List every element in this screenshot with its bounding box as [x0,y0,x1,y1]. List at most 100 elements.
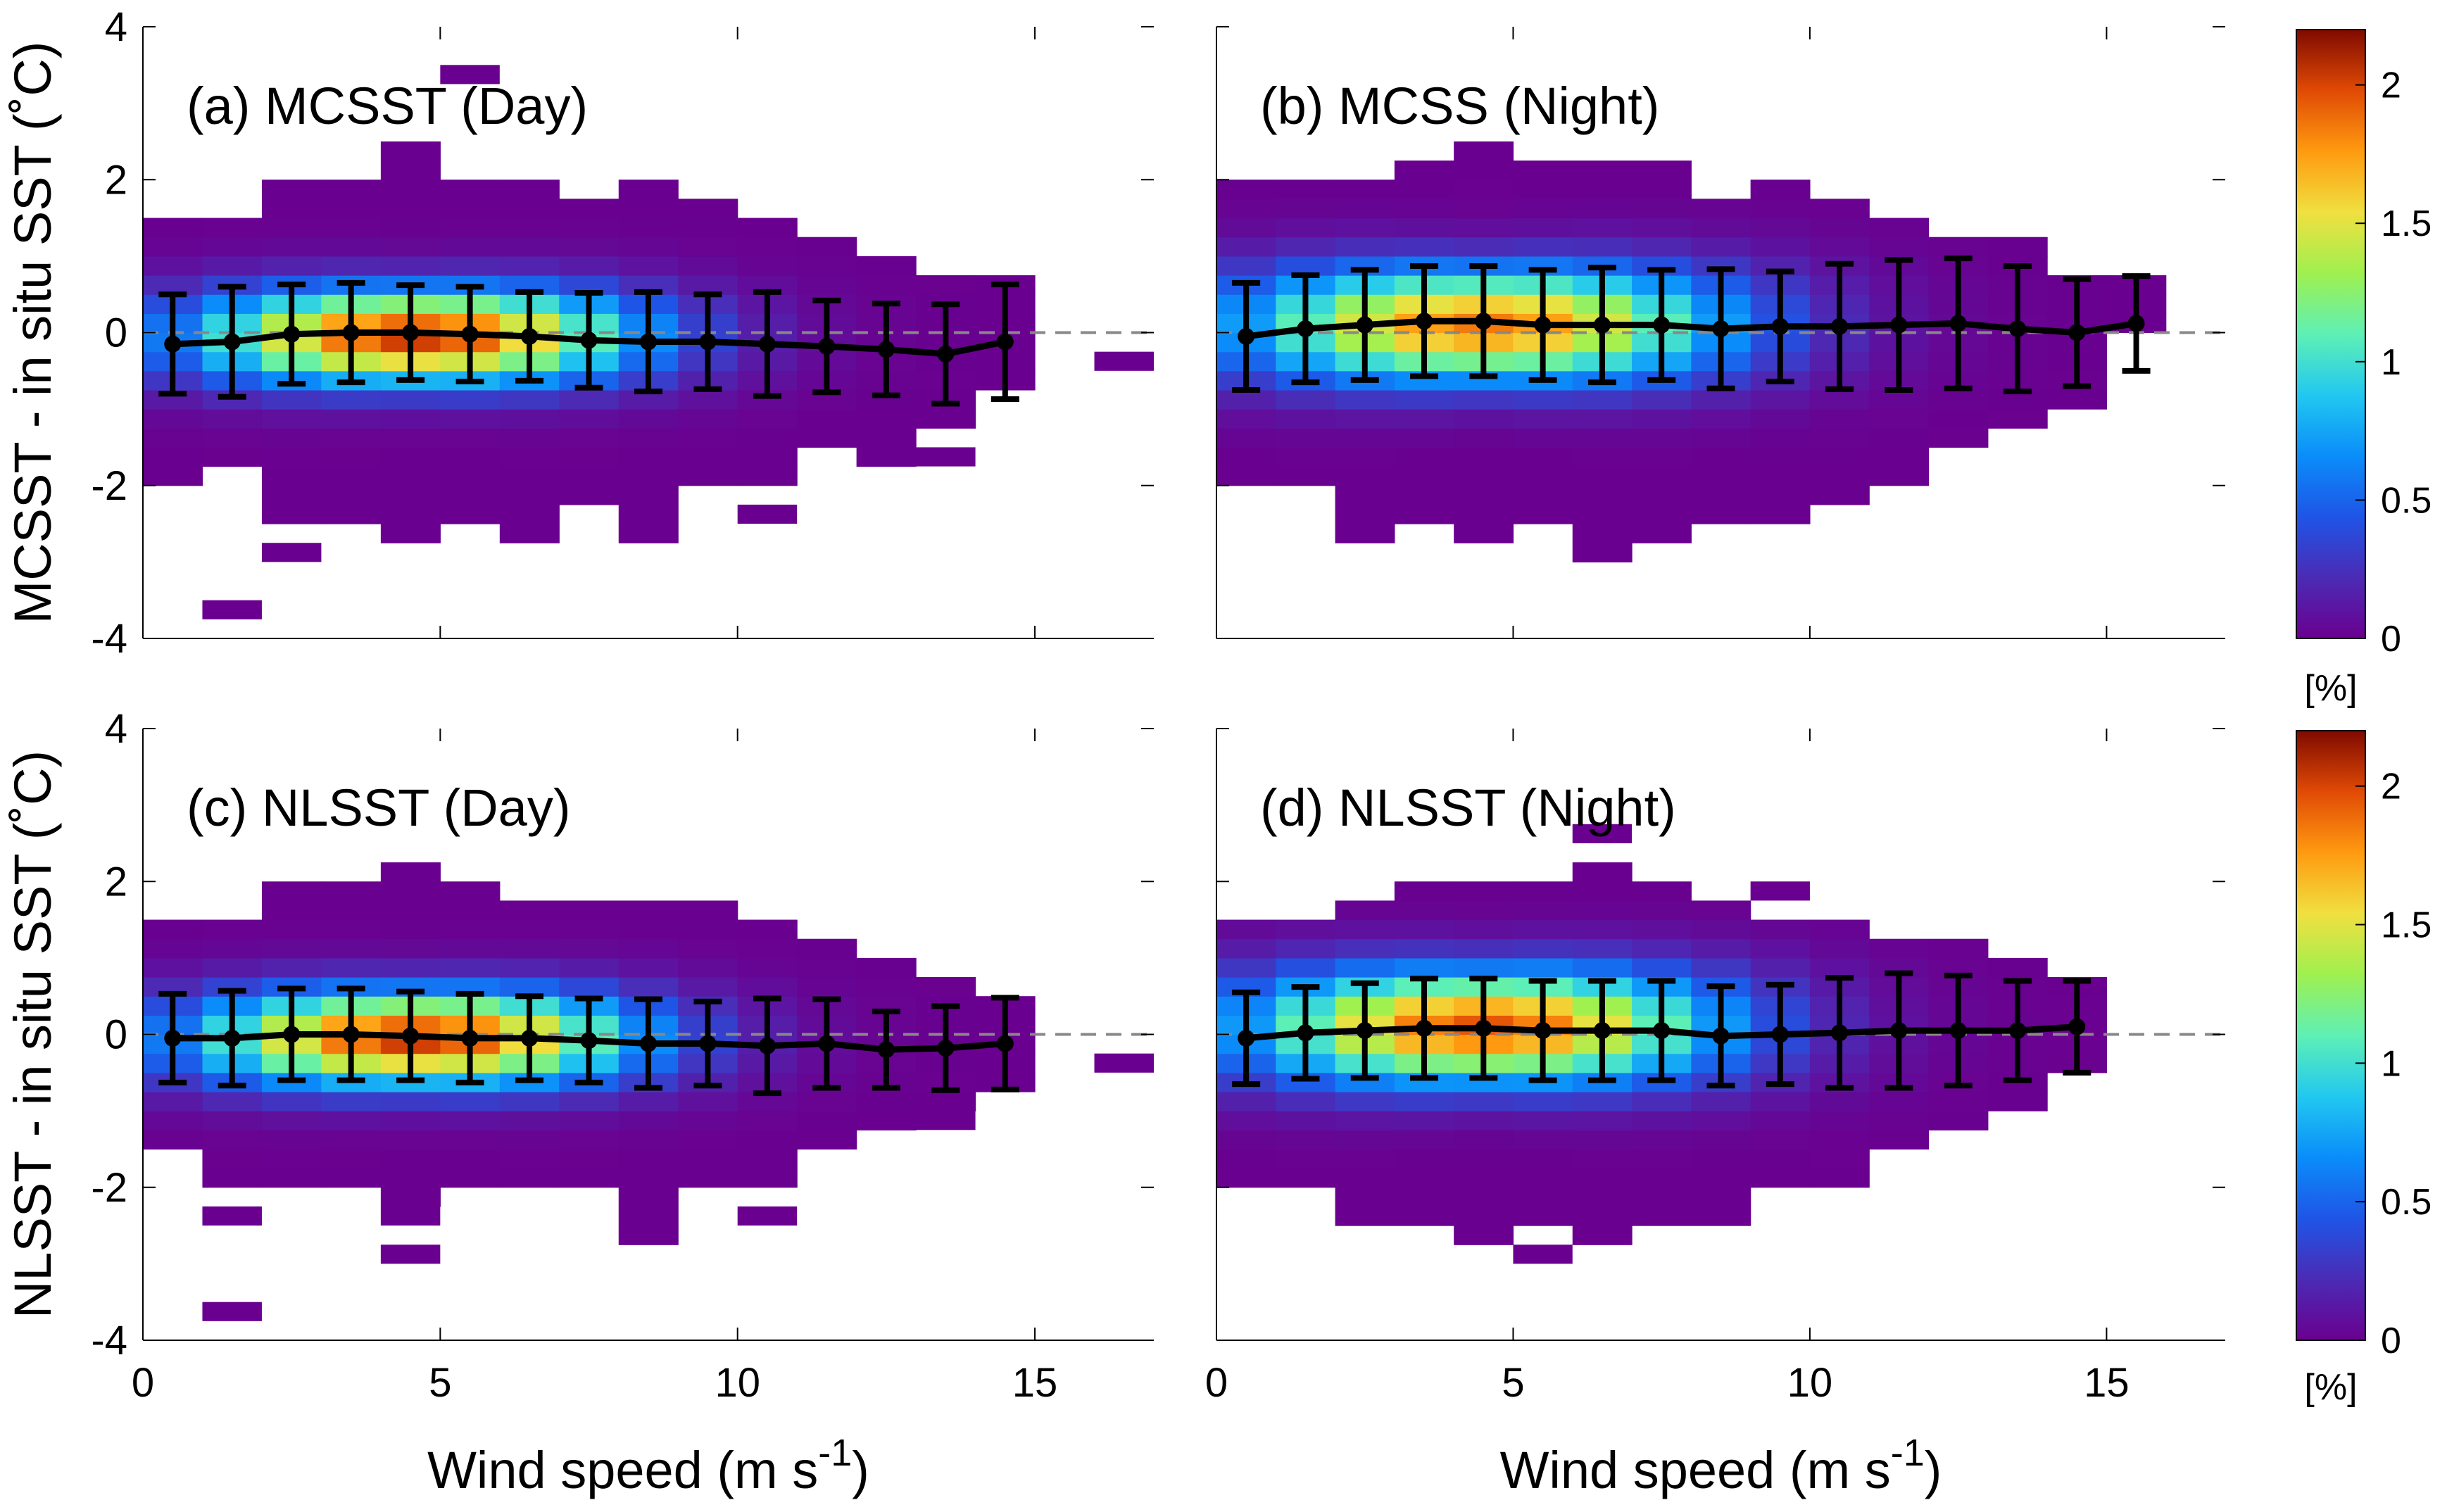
heatmap-cell [1394,409,1454,429]
panel-b: (b) MCSS (Night) [1216,26,2225,639]
heatmap-cell [1394,447,1454,467]
heatmap-cell [797,977,857,997]
heatmap-cell [321,485,382,505]
heatmap-cell [678,1168,738,1188]
heatmap-cell [1632,179,1692,200]
heatmap-cell [1691,218,1751,238]
heatmap-cell [202,1149,263,1169]
heatmap-cell [737,1206,798,1226]
colorbar-tick-label: 2 [2381,65,2401,106]
heatmap-cell [1750,428,1811,448]
heatmap-cell [321,237,382,257]
mean-point [1831,1024,1849,1042]
heatmap-cell [1394,504,1454,524]
heatmap-cell [1632,957,1692,978]
heatmap-cell [1572,543,1633,562]
heatmap-cell [559,199,619,219]
heatmap-cell [1394,938,1454,959]
mean-point [342,1026,360,1043]
heatmap-cell [1513,199,1573,219]
heatmap-cell [618,1111,679,1130]
colorbar-tick-label: 0.5 [2381,480,2432,521]
heatmap-cell [618,1149,679,1169]
axes [1216,26,2225,639]
heatmap-cell [618,957,679,978]
heatmap-cell [440,409,501,429]
heatmap-cell [1394,881,1454,902]
heatmap-cell [1869,218,1930,238]
heatmap-cell [380,900,441,921]
heatmap-cell [1869,1111,1930,1130]
heatmap-cell [321,1130,382,1150]
heatmap-cell [321,447,382,467]
heatmap-cell [440,237,501,257]
heatmap-cell [737,1168,798,1188]
heatmap-cell [1454,900,1514,921]
heatmap-cell [321,938,382,959]
heatmap-cell [1216,1091,1276,1111]
heatmap-cell [1869,466,1930,486]
heatmap-cell [380,141,441,161]
heatmap-cell [440,881,501,902]
colorbar-bottom: 0 0.5 1 1.5 2 [%] [2296,730,2432,1408]
heatmap-cell [1572,447,1633,467]
mean-point [1771,317,1789,335]
heatmap-cell [1987,409,2048,429]
mean-point [818,338,836,355]
heatmap-cell [1809,1149,1870,1169]
heatmap-cell [678,256,738,276]
mean-profile [1232,256,2151,395]
heatmap-cell [1750,881,1810,901]
heatmap-cell [618,504,679,524]
heatmap-cell [618,485,679,505]
heatmap-cell [1572,524,1633,543]
heatmap-cell [1750,179,1811,200]
heatmap-cell [618,179,679,200]
heatmap-cell [1335,1149,1395,1169]
y-axis-label: NLSST - in situ SST (˚C) [4,750,62,1318]
heatmap-cell [1216,447,1276,467]
heatmap-cell [321,179,382,200]
heatmap-cell [737,447,798,467]
heatmap-cell [1928,1111,1989,1130]
axes: 0 5 10 15 [1205,728,2225,1406]
heatmap-cell [916,409,976,429]
heatmap-cell [321,199,382,219]
heatmap-cell [1691,1111,1751,1130]
mean-point [283,325,301,343]
mean-point [758,335,776,353]
heatmap-cell [1632,485,1692,505]
heatmap-cell [380,881,441,902]
heatmap-cell [1216,428,1276,448]
heatmap-cell [559,256,619,276]
heatmap-cell [797,1111,857,1130]
heatmap-cell [1632,900,1692,921]
heatmap-cell [380,1187,441,1207]
heatmap-cell [1869,1130,1930,1150]
heatmap-cell [916,447,976,467]
heatmap-cell [1276,179,1336,200]
heatmap-cell [440,1168,501,1188]
heatmap-cell [1216,938,1276,959]
heatmap-cell [261,543,322,562]
heatmap-cell [202,938,263,959]
heatmap-cell [1276,218,1336,238]
axes: -4 -2 0 2 4 0 5 10 15 [91,706,1154,1406]
heatmap-cell [1276,389,1336,410]
heatmap-cell [1572,957,1633,978]
heatmap-cell [1335,485,1395,505]
heatmap-cell [678,389,738,410]
heatmap-cell [380,524,441,543]
heatmap-cell [1632,1091,1692,1111]
y-tick-label: 2 [105,859,127,905]
heatmap-cell [1513,919,1573,940]
heatmap-cell [1335,199,1395,219]
heatmap-cell [1513,1187,1573,1207]
heatmap-cell [499,389,560,410]
heatmap-cell [1216,237,1276,257]
heatmap-cell [1394,485,1454,505]
x-tick-label: 5 [1502,1360,1524,1406]
heatmap-cell [1335,919,1395,940]
heatmap-cell [1216,1149,1276,1169]
heatmap-cell [1632,160,1692,180]
